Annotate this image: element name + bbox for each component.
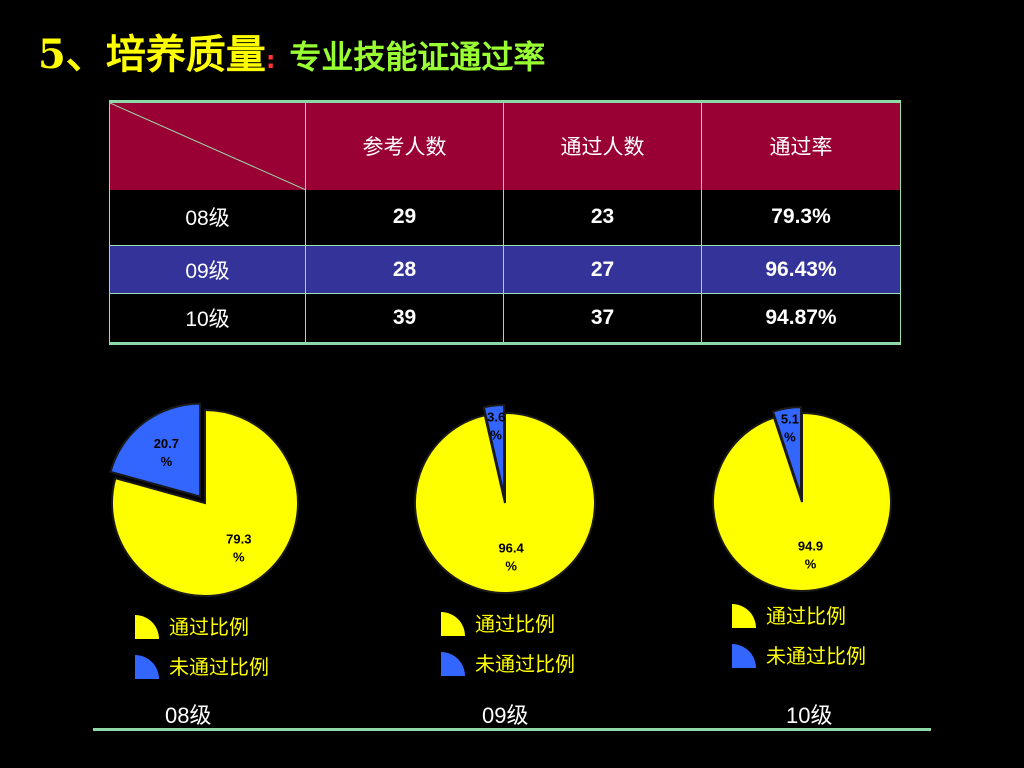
pie-svg-10: 94.9 % 5.1%: [712, 406, 892, 592]
pie-label-pass: 94.9%: [798, 539, 823, 572]
legend-fail-label: 未通过比例: [766, 643, 866, 668]
legend-item-pass: 通过比例: [441, 602, 575, 642]
diagonal-divider: [110, 103, 305, 190]
pie-slice-pass: [414, 411, 596, 594]
legend-fail-swatch: [135, 655, 159, 679]
cell-rate: 94.87%: [701, 293, 901, 344]
group-label-09: 09级: [482, 703, 529, 728]
row-label: 08级: [109, 189, 306, 246]
pie-label-fail: 5.1%: [781, 412, 799, 445]
pie-label-fail: 20.7%: [154, 436, 179, 469]
pie-chart-10: 94.9% 5.1%: [702, 400, 902, 604]
cell-rate: 96.43%: [701, 245, 901, 294]
legend-pass-label: 通过比例: [766, 603, 846, 628]
pie-chart-08: 79.3% 20.7%: [105, 400, 305, 604]
legend-09: 通过比例 未通过比例: [441, 602, 575, 682]
legend-pass-label: 通过比例: [475, 611, 555, 636]
pie-slice-fail: [109, 402, 202, 498]
legend-fail-swatch: [441, 652, 465, 676]
pie-chart-09: 96.4% 3.6%: [405, 400, 605, 604]
pie-label-pass: 96.4%: [498, 541, 524, 574]
table-row: 09级 28 27 96.43%: [109, 245, 901, 294]
legend-item-fail: 未通过比例: [441, 642, 575, 682]
title-colon: :: [265, 46, 276, 74]
legend-fail-label: 未通过比例: [475, 651, 575, 676]
header-rate: 通过率: [701, 101, 901, 190]
title-subtitle: 专业技能证通过率: [289, 38, 546, 76]
cell-passed: 23: [503, 189, 702, 246]
cell-participants: 39: [305, 293, 504, 344]
pie-label-fail: 3.6%: [487, 409, 505, 442]
row-label: 09级: [109, 245, 306, 294]
header-passed: 通过人数: [503, 101, 702, 190]
pie-slice-fail: [771, 406, 803, 497]
bottom-divider: [93, 728, 931, 731]
pie-svg-08: 79.3 % 20.7%: [109, 402, 299, 597]
pass-rate-table: 参考人数 通过人数 通过率 08级 29 23 79.3% 09级 28 27 …: [109, 100, 901, 345]
pie-slice-pass: [712, 411, 892, 592]
legend-pass-label: 通过比例: [169, 614, 249, 639]
cell-passed: 37: [503, 293, 702, 344]
legend-pass-swatch: [732, 604, 756, 628]
legend-08: 通过比例 未通过比例: [135, 605, 269, 685]
legend-item-fail: 未通过比例: [732, 634, 866, 674]
legend-fail-swatch: [732, 644, 756, 668]
pie-svg-09: 96.4 % 3.6%: [414, 404, 596, 594]
legend-item-fail: 未通过比例: [135, 645, 269, 685]
title-main: 5、培养质量: [38, 31, 266, 78]
cell-participants: 28: [305, 245, 504, 294]
group-label-08: 08级: [165, 703, 212, 728]
legend-10: 通过比例 未通过比例: [732, 594, 866, 674]
legend-item-pass: 通过比例: [135, 605, 269, 645]
legend-pass-swatch: [441, 612, 465, 636]
table-header-row: 参考人数 通过人数 通过率: [109, 101, 901, 190]
legend-item-pass: 通过比例: [732, 594, 866, 634]
pie-slice-fail: [482, 404, 506, 496]
header-participants: 参考人数: [305, 101, 504, 190]
page-title: 5、培养质量: 专业技能证通过率: [38, 22, 545, 80]
table-row: 08级 29 23 79.3%: [109, 189, 901, 246]
cell-passed: 27: [503, 245, 702, 294]
legend-pass-swatch: [135, 615, 159, 639]
pie-slice-pass: [111, 408, 299, 597]
cell-participants: 29: [305, 189, 504, 246]
cell-rate: 79.3%: [701, 189, 901, 246]
pie-label-pass: 79.3%: [226, 531, 251, 564]
legend-fail-label: 未通过比例: [169, 654, 269, 679]
table-row: 10级 39 37 94.87%: [109, 293, 901, 344]
table-corner-cell: [109, 101, 306, 190]
row-label: 10级: [109, 293, 306, 344]
group-label-10: 10级: [786, 703, 833, 728]
